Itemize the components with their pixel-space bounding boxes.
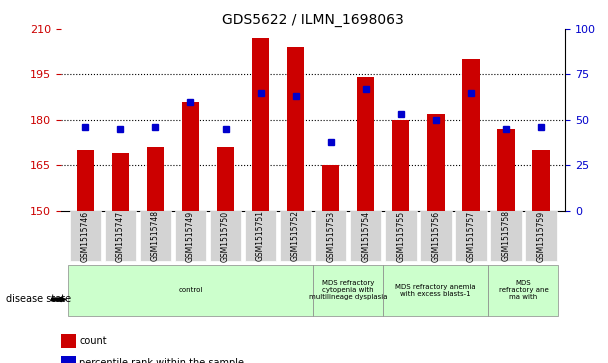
Text: GSM1515749: GSM1515749 (186, 211, 195, 261)
FancyBboxPatch shape (105, 211, 136, 261)
Title: GDS5622 / ILMN_1698063: GDS5622 / ILMN_1698063 (223, 13, 404, 26)
Text: GSM1515759: GSM1515759 (536, 211, 545, 261)
Bar (392, 120, 410, 211)
FancyBboxPatch shape (315, 211, 347, 261)
Bar (357, 77, 375, 211)
Bar (216, 147, 234, 211)
Text: percentile rank within the sample: percentile rank within the sample (79, 358, 244, 363)
FancyBboxPatch shape (385, 211, 416, 261)
Text: count: count (79, 336, 106, 346)
Bar (532, 150, 550, 211)
Text: GSM1515748: GSM1515748 (151, 211, 160, 261)
FancyBboxPatch shape (420, 211, 452, 261)
Text: GSM1515747: GSM1515747 (116, 211, 125, 261)
Text: GSM1515753: GSM1515753 (326, 211, 335, 261)
FancyBboxPatch shape (383, 265, 488, 316)
Text: GSM1515750: GSM1515750 (221, 211, 230, 261)
FancyBboxPatch shape (488, 265, 558, 316)
FancyBboxPatch shape (350, 211, 381, 261)
FancyBboxPatch shape (490, 211, 522, 261)
FancyBboxPatch shape (68, 265, 313, 316)
Bar (112, 153, 129, 211)
Bar (497, 129, 514, 211)
Text: control: control (178, 287, 202, 293)
Text: GSM1515754: GSM1515754 (361, 211, 370, 261)
Text: MDS
refractory ane
ma with: MDS refractory ane ma with (499, 280, 548, 301)
Text: GSM1515757: GSM1515757 (466, 211, 475, 261)
Text: GSM1515758: GSM1515758 (502, 211, 510, 261)
FancyBboxPatch shape (210, 211, 241, 261)
FancyBboxPatch shape (174, 211, 206, 261)
FancyBboxPatch shape (140, 211, 171, 261)
FancyBboxPatch shape (69, 211, 101, 261)
Bar (427, 114, 444, 211)
FancyBboxPatch shape (455, 211, 486, 261)
Text: MDS refractory
cytopenia with
multilineage dysplasia: MDS refractory cytopenia with multilinea… (309, 280, 387, 301)
Bar (77, 150, 94, 211)
Text: MDS refractory anemia
with excess blasts-1: MDS refractory anemia with excess blasts… (395, 284, 476, 297)
Text: disease state: disease state (6, 294, 71, 305)
Bar (287, 47, 305, 211)
Bar (462, 59, 480, 211)
Bar (322, 165, 339, 211)
FancyBboxPatch shape (280, 211, 311, 261)
FancyBboxPatch shape (313, 265, 383, 316)
Bar (252, 38, 269, 211)
Text: GSM1515746: GSM1515746 (81, 211, 90, 261)
Text: GSM1515756: GSM1515756 (431, 211, 440, 261)
Bar (147, 147, 164, 211)
FancyBboxPatch shape (525, 211, 557, 261)
FancyBboxPatch shape (245, 211, 276, 261)
Bar (182, 102, 199, 211)
Text: GSM1515751: GSM1515751 (256, 211, 265, 261)
Text: GSM1515752: GSM1515752 (291, 211, 300, 261)
Text: GSM1515755: GSM1515755 (396, 211, 405, 261)
